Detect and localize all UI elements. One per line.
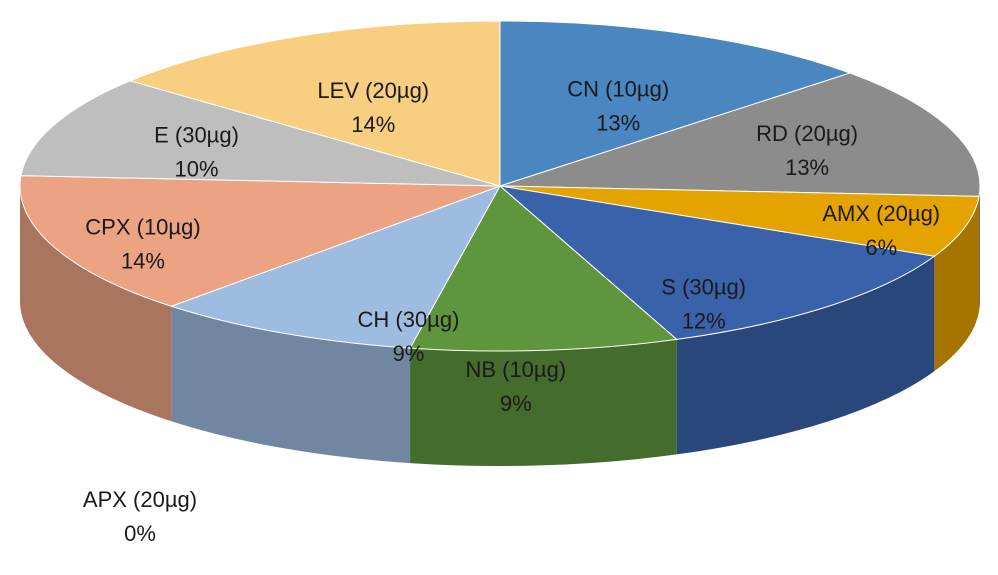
slice-label-cn-10-g: CN (10µg) 13%: [567, 77, 669, 136]
slice-e-30-g: [20, 80, 501, 187]
slice-label-ch-30-g: CH (30µg) 9%: [358, 307, 460, 366]
slice-cpx-10-g: [19, 175, 501, 307]
slice-label-cpx-10-g: CPX (10µg) 14%: [85, 215, 200, 274]
slice-labels: CN (10µg) 13% RD (20µg) 13% AMX (20µg) 6% S (3…: [83, 77, 940, 546]
pie-slices: [19, 20, 981, 352]
slice-side-ch-30-g: [171, 306, 411, 464]
slice-label-s-30-g: S (30µg) 12%: [661, 274, 746, 333]
slice-s-30-g: [498, 185, 936, 340]
slice-label-rd-20-g: RD (20µg) 13%: [756, 121, 858, 180]
slice-rd-20-g: [499, 72, 981, 197]
slice-label-lev-20-g: LEV (20µg) 14%: [317, 78, 429, 137]
slice-label-nb-10-g: NB (10µg) 9%: [465, 357, 566, 416]
slice-cn-10-g: [499, 20, 852, 187]
slice-amx-20-g: [499, 185, 980, 257]
slice-ch-30-g: [169, 185, 502, 349]
slice-side-s-30-g: [676, 256, 935, 455]
slice-nb-10-g: [409, 185, 678, 352]
slice-label-apx-20-g: APX (20µg) 0%: [83, 487, 197, 546]
slice-side-cpx-10-g: [20, 186, 172, 422]
slice-lev-20-g: [128, 20, 501, 187]
pie-sides: [20, 186, 980, 466]
slice-side-nb-10-g: [410, 339, 677, 466]
slice-label-e-30-g: E (30µg) 10%: [154, 122, 239, 181]
slice-side-amx-20-g: [934, 196, 980, 372]
slice-label-amx-20-g: AMX (20µg) 6%: [822, 201, 940, 260]
slice-side-rd-20-g: [979, 186, 980, 312]
